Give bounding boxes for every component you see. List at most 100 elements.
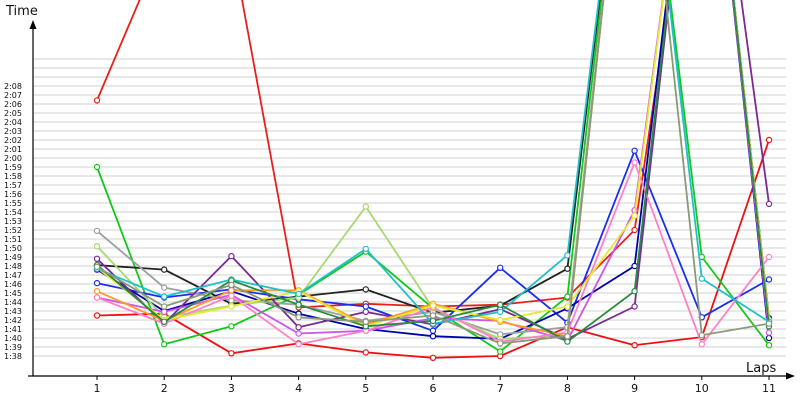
data-point [564,333,571,340]
series-16 [93,0,773,347]
data-point [93,97,101,104]
data-point [93,163,101,171]
data-point [295,324,302,331]
data-point [160,341,168,348]
y-tick-label: 1:38 [4,352,22,361]
data-point [228,281,235,289]
data-point [765,253,773,261]
y-tick-label: 2:08 [4,82,22,91]
data-point [160,266,168,273]
data-point [429,317,437,325]
x-tick-label: 9 [631,382,638,395]
y-tick-label: 1:49 [4,253,22,262]
y-tick-label: 1:45 [4,289,22,298]
data-point [93,312,101,319]
data-point [564,338,571,345]
data-point [497,348,504,355]
data-point [631,303,638,310]
data-point [765,320,773,327]
data-point [497,301,504,308]
data-point [698,275,706,282]
data-point [362,308,369,316]
y-tick-label: 1:51 [4,235,22,244]
data-point [765,329,773,336]
data-point [93,279,101,287]
series-9 [93,0,773,343]
y-axis-title: Time [5,4,38,19]
x-tick-label: 4 [295,382,302,395]
data-point [93,288,101,295]
y-tick-label: 1:55 [4,199,22,208]
data-point [765,342,773,349]
data-point [698,341,706,348]
y-tick-label: 1:46 [4,280,22,289]
data-point [295,330,302,337]
data-point [228,323,235,330]
data-point [429,333,437,340]
x-tick-labels: 1 2 3 4 5 6 7 8 9 10 11 [94,376,776,395]
data-point [631,147,638,154]
y-tick-label: 1:40 [4,334,22,343]
data-point [362,245,369,253]
y-tick-label: 2:01 [4,145,22,154]
series-15 [93,0,773,345]
data-point [497,308,504,316]
axes [28,20,795,380]
y-tick-label: 1:47 [4,271,22,280]
y-tick-label: 1:56 [4,190,22,199]
data-point [160,284,168,291]
series-line [96,0,770,345]
data-point [362,303,369,310]
series-line [96,0,770,328]
data-point [93,255,101,262]
data-point [295,301,302,308]
x-tick-label: 1 [94,382,101,395]
series-8 [93,0,773,343]
y-tick-label: 1:53 [4,217,22,226]
data-point [564,293,571,300]
x-tick-label: 2 [161,382,168,395]
data-point [362,349,369,356]
x-axis-arrow [786,372,795,380]
x-axis-title: Laps [746,361,776,376]
data-point [698,332,706,339]
series-line [96,0,670,309]
data-point [631,226,638,234]
data-point [631,212,638,219]
series-4 [93,0,773,322]
y-tick-label: 1:42 [4,316,22,325]
data-point [93,242,101,250]
y-tick-label: 1:54 [4,208,22,217]
data-point [631,288,638,295]
data-point [765,276,773,283]
series-13 [93,0,773,330]
data-point [765,200,773,208]
x-tick-label: 8 [564,382,571,395]
y-tick-label: 1:58 [4,172,22,181]
data-point [228,287,235,294]
series-layer [93,0,773,361]
y-tick-label: 1:52 [4,226,22,235]
x-tick-label: 6 [430,382,437,395]
data-point [362,318,369,325]
y-tick-label: 1:44 [4,298,22,307]
y-tick-label: 1:41 [4,325,22,334]
data-point [497,340,504,347]
data-point [362,203,369,210]
data-point [429,327,437,334]
data-point [93,227,101,235]
data-point [228,350,235,357]
y-tick-label: 1:39 [4,343,22,352]
data-point [564,303,571,310]
series-14 [93,0,773,327]
data-point [228,252,235,260]
data-point [228,292,235,299]
y-tick-label: 1:48 [4,262,22,271]
data-point [429,354,437,361]
series-6 [93,0,773,343]
data-point [295,341,302,348]
data-point [295,314,302,321]
data-point [160,308,168,316]
